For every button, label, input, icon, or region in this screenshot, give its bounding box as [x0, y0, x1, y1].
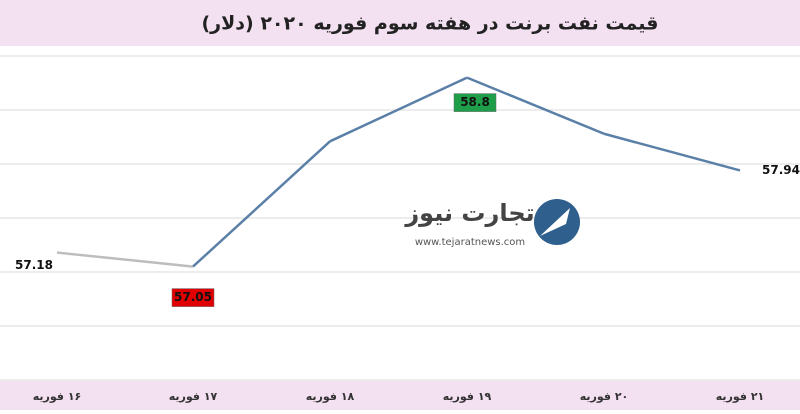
data-label: 57.94: [762, 163, 800, 177]
x-tick-label: ۱۷ فوریه: [169, 390, 218, 403]
line-segment: [466, 76, 605, 135]
line-segment: [192, 140, 331, 268]
watermark: تجارت نیوز www.tejaratnews.com: [404, 199, 580, 248]
x-tick-label: ۲۰ فوریه: [580, 390, 629, 403]
data-label: 57.18: [15, 258, 53, 272]
x-tick-label: ۱۸ فوریه: [306, 390, 355, 403]
label-box: [453, 93, 497, 112]
logo-arrow: [540, 208, 570, 236]
line-segment: [56, 251, 194, 268]
x-tick-label: ۱۹ فوریه: [443, 390, 492, 403]
data-label: 57.05: [174, 290, 212, 304]
axis-band: [0, 381, 800, 410]
title-band: [0, 0, 800, 46]
chart-title: قیمت نفت برنت در هفته سوم فوریه ۲۰۲۰ (دل…: [202, 13, 659, 35]
watermark-text: تجارت نیوز: [404, 199, 534, 227]
x-tick-label: ۱۶ فوریه: [33, 390, 82, 403]
x-tick-label: ۲۱ فوریه: [716, 390, 765, 403]
watermark-url: www.tejaratnews.com: [415, 237, 525, 248]
line-segment: [329, 76, 468, 143]
line-segment: [603, 132, 741, 172]
label-box: [171, 288, 215, 307]
data-label: 58.8: [460, 95, 490, 109]
